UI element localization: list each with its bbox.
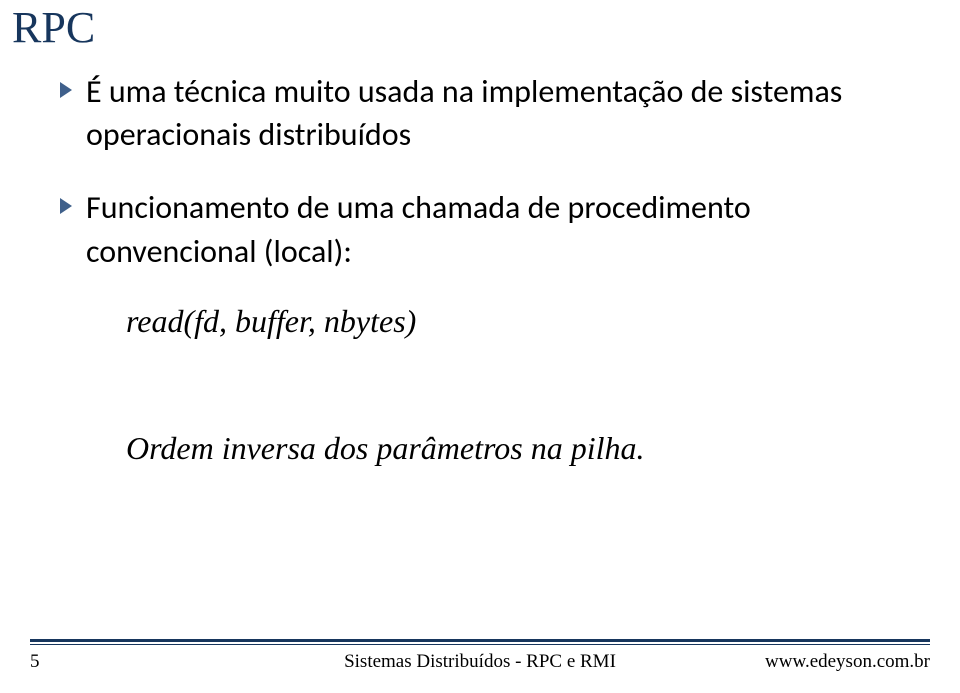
slide: RPC É uma técnica muito usada na impleme… xyxy=(0,0,960,693)
bullet-text: Funcionamento de uma chamada de procedim… xyxy=(86,186,920,272)
bullet-icon xyxy=(60,198,86,214)
bullet-item: Funcionamento de uma chamada de procedim… xyxy=(60,186,920,272)
bullet-item: É uma técnica muito usada na implementaç… xyxy=(60,70,920,156)
footer-url: www.edeyson.com.br xyxy=(765,651,930,673)
note-text: Ordem inversa dos parâmetros na pilha. xyxy=(126,430,920,467)
code-example: read(fd, buffer, nbytes) xyxy=(126,303,920,340)
content-area: É uma técnica muito usada na implementaç… xyxy=(60,70,920,467)
footer: 5 Sistemas Distribuídos - RPC e RMI www.… xyxy=(0,639,960,679)
bullet-text: É uma técnica muito usada na implementaç… xyxy=(86,70,920,156)
slide-title: RPC xyxy=(12,2,95,53)
bullet-icon xyxy=(60,82,86,98)
